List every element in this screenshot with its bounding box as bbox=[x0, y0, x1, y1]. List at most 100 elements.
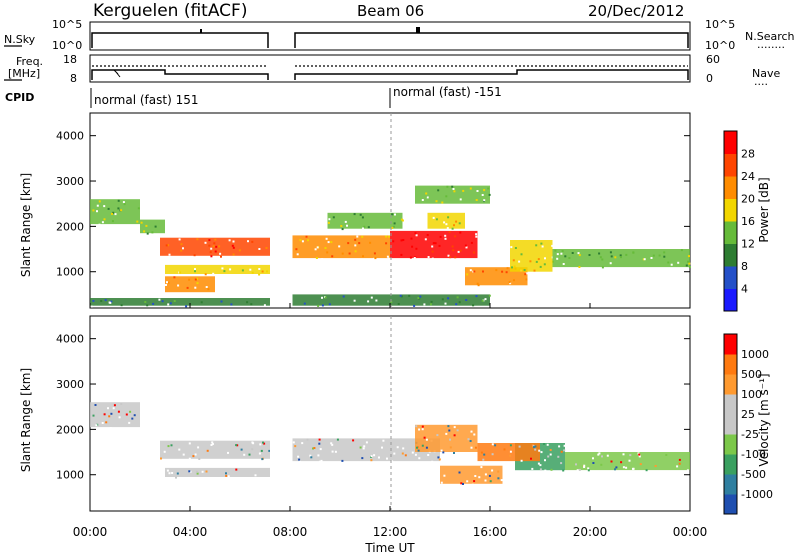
velocity-speckle bbox=[632, 467, 635, 470]
velocity-speckle bbox=[188, 470, 191, 473]
velocity-speckle bbox=[103, 413, 106, 416]
power-speckle bbox=[367, 226, 370, 229]
power-speckle bbox=[435, 200, 438, 203]
power-speckle bbox=[473, 270, 476, 273]
power-speckle bbox=[434, 242, 437, 245]
velocity-speckle bbox=[458, 471, 461, 474]
power-speckle bbox=[535, 260, 538, 263]
velocity-speckle bbox=[297, 455, 300, 458]
power-speckle bbox=[431, 257, 434, 260]
power-speckle bbox=[321, 296, 323, 299]
velocity-speckle bbox=[235, 468, 238, 471]
velocity-speckle bbox=[442, 451, 445, 454]
velocity-speckle bbox=[248, 453, 251, 456]
power-speckle bbox=[180, 249, 183, 252]
power-speckle bbox=[207, 288, 210, 291]
power-speckle bbox=[601, 266, 604, 269]
velocity-echo-region bbox=[565, 452, 690, 471]
power-speckle bbox=[232, 240, 235, 243]
velocity-speckle bbox=[482, 458, 485, 461]
date-title: 20/Dec/2012 bbox=[588, 2, 684, 20]
power-speckle bbox=[205, 286, 208, 288]
power-speckle bbox=[307, 239, 309, 242]
power-speckle bbox=[430, 300, 433, 303]
freq-trace bbox=[91, 69, 689, 80]
velocity-speckle bbox=[128, 421, 131, 424]
power-speckle bbox=[230, 303, 233, 306]
velocity-colorbar-swatch bbox=[724, 434, 737, 455]
velocity-speckle bbox=[610, 460, 613, 463]
power-speckle bbox=[525, 278, 528, 281]
power-speckle bbox=[475, 199, 478, 201]
power-speckle bbox=[232, 253, 235, 256]
nsky-trace bbox=[91, 32, 689, 48]
power-speckle bbox=[400, 253, 403, 256]
power-speckle bbox=[332, 216, 335, 219]
velocity-speckle bbox=[195, 470, 198, 473]
power-speckle bbox=[533, 269, 536, 272]
power-speckle bbox=[123, 203, 126, 206]
power-speckle bbox=[413, 304, 416, 307]
power-speckle bbox=[180, 243, 183, 246]
power-speckle bbox=[362, 227, 364, 230]
power-speckle bbox=[263, 304, 266, 307]
power-colorbar-swatch bbox=[724, 198, 737, 222]
power-speckle bbox=[411, 245, 414, 248]
power-speckle bbox=[484, 298, 487, 301]
velocity-speckle bbox=[686, 469, 689, 472]
power-speckle bbox=[204, 241, 207, 244]
velocity-speckle bbox=[563, 444, 566, 447]
power-speckle bbox=[439, 235, 442, 238]
velocity-speckle bbox=[251, 441, 254, 444]
velocity-speckle bbox=[262, 441, 264, 444]
power-speckle bbox=[375, 299, 378, 302]
nsky-tick-top-left: 10^5 bbox=[52, 18, 82, 31]
power-speckle bbox=[325, 237, 328, 240]
power-speckle bbox=[246, 301, 249, 304]
velocity-speckle bbox=[160, 457, 162, 460]
power-speckle bbox=[392, 240, 395, 243]
power-speckle bbox=[488, 193, 491, 196]
power-speckle bbox=[392, 225, 395, 228]
power-speckle bbox=[386, 255, 389, 258]
power-speckle bbox=[451, 245, 454, 248]
velocity-speckle bbox=[189, 470, 192, 473]
velocity-speckle bbox=[622, 453, 625, 456]
velocity-speckle bbox=[530, 457, 532, 460]
velocity-speckle bbox=[118, 416, 121, 419]
power-speckle bbox=[143, 230, 146, 233]
velocity-speckle bbox=[176, 472, 179, 475]
power-speckle bbox=[136, 220, 139, 223]
velocity-speckle bbox=[550, 468, 553, 471]
velocity-speckle bbox=[558, 445, 561, 448]
velocity-speckle bbox=[539, 464, 542, 467]
velocity-speckle bbox=[365, 441, 368, 444]
velocity-speckle bbox=[196, 472, 199, 475]
power-colorbar-tick: 28 bbox=[741, 148, 755, 161]
velocity-speckle bbox=[491, 469, 494, 472]
power-speckle bbox=[475, 235, 478, 238]
velocity-speckle bbox=[598, 452, 601, 455]
power-speckle bbox=[373, 252, 376, 255]
power-speckle bbox=[513, 265, 516, 268]
power-speckle bbox=[354, 244, 357, 247]
velocity-speckle bbox=[92, 414, 95, 417]
velocity-speckle bbox=[638, 453, 641, 456]
velocity-speckle bbox=[480, 466, 483, 469]
velocity-panel: Slant Range [km] 4000 3000 2000 1000 00:00 0… bbox=[19, 303, 773, 554]
power-speckle bbox=[481, 299, 484, 302]
velocity-speckle bbox=[306, 438, 309, 441]
velocity-speckle bbox=[466, 480, 469, 483]
velocity-speckle bbox=[436, 434, 439, 437]
velocity-speckle bbox=[112, 407, 115, 410]
velocity-speckle bbox=[500, 479, 503, 482]
power-ytick-label: 4000 bbox=[56, 130, 84, 143]
power-speckle bbox=[346, 224, 348, 227]
power-speckle bbox=[98, 223, 101, 226]
power-speckle bbox=[356, 235, 359, 238]
velocity-speckle bbox=[292, 441, 295, 444]
power-speckle bbox=[165, 284, 167, 286]
power-speckle bbox=[610, 255, 613, 258]
power-speckle bbox=[354, 250, 357, 253]
velocity-speckle bbox=[489, 480, 492, 483]
